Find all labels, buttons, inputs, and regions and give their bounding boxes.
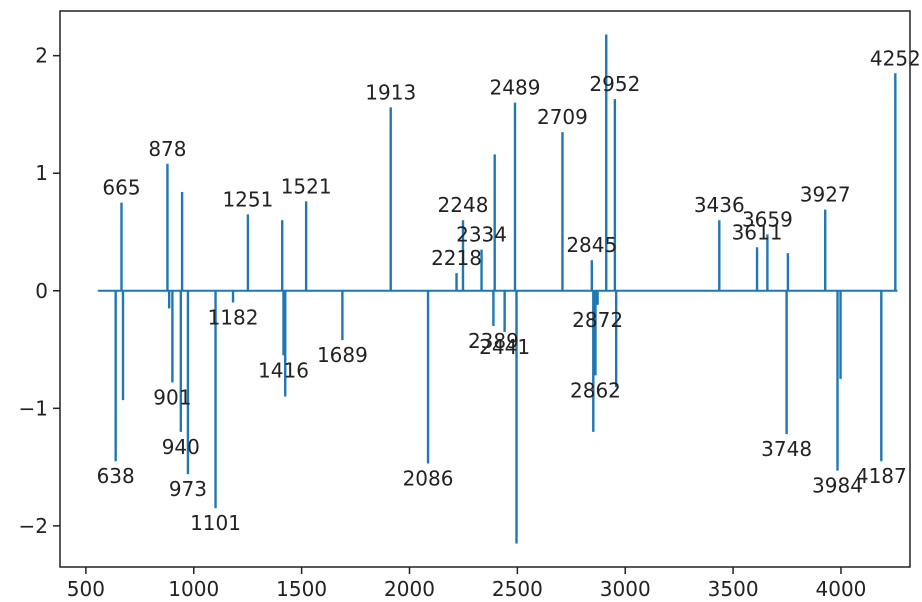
- peak-label: 2709: [537, 105, 588, 129]
- peak-label: 1182: [208, 306, 259, 330]
- x-tick-label: 2000: [384, 577, 435, 601]
- peak-label: 940: [162, 435, 200, 459]
- peak-label: 3984: [812, 474, 863, 498]
- peak-label: 1101: [190, 511, 241, 535]
- peak-label: 973: [169, 477, 207, 501]
- plot-frame: [59, 10, 911, 568]
- y-tick-label: −2: [19, 514, 48, 538]
- peak-label: 1689: [317, 343, 368, 367]
- peak-label: 1416: [258, 358, 309, 382]
- y-tick-label: 2: [35, 44, 48, 68]
- stem-lines: [97, 34, 898, 544]
- peak-labels: 638 665 878 901 940 973 1101 1182 1251 1416 1521 16…: [97, 46, 921, 535]
- peak-label: 1521: [281, 174, 332, 198]
- peak-label: 2862: [570, 378, 621, 402]
- peak-label: 1251: [222, 187, 273, 211]
- peak-label: 3436: [694, 193, 745, 217]
- peak-label: 878: [148, 137, 186, 161]
- peak-label: 2334: [456, 223, 507, 247]
- peak-label: 2248: [438, 193, 489, 217]
- peak-label: 2872: [572, 308, 623, 332]
- peak-label: 2218: [431, 246, 482, 270]
- y-tick-label: −1: [19, 396, 48, 420]
- x-tick-label: 2500: [492, 577, 543, 601]
- peak-label: 3927: [800, 183, 851, 207]
- peak-label: 665: [102, 176, 140, 200]
- y-axis: −2 −1 0 1 2: [19, 44, 60, 538]
- peak-label: 3611: [732, 220, 783, 244]
- x-tick-label: 3000: [600, 577, 651, 601]
- peak-label: 2952: [589, 72, 640, 96]
- peak-label: 638: [97, 464, 135, 488]
- x-tick-label: 4000: [816, 577, 867, 601]
- peak-label: 3748: [761, 437, 812, 461]
- peak-label: 3659: [742, 207, 793, 231]
- x-tick-label: 1000: [168, 577, 219, 601]
- x-axis: 500 1000 1500 2000 2500 3000 3500 4000: [67, 567, 867, 601]
- peak-label: 901: [153, 385, 191, 409]
- peak-label: 2389: [468, 329, 519, 353]
- peak-label: 4187: [856, 464, 907, 488]
- peak-label: 2086: [403, 467, 454, 491]
- y-tick-label: 1: [35, 161, 48, 185]
- peak-label: 2489: [490, 76, 541, 100]
- peak-label: 4252: [870, 46, 921, 70]
- x-tick-label: 3500: [708, 577, 759, 601]
- peak-label: 2845: [566, 233, 617, 257]
- x-tick-label: 1500: [276, 577, 327, 601]
- peak-label: 1913: [365, 80, 416, 104]
- x-tick-label: 500: [67, 577, 105, 601]
- peak-label: 2441: [479, 335, 530, 359]
- y-tick-label: 0: [35, 279, 48, 303]
